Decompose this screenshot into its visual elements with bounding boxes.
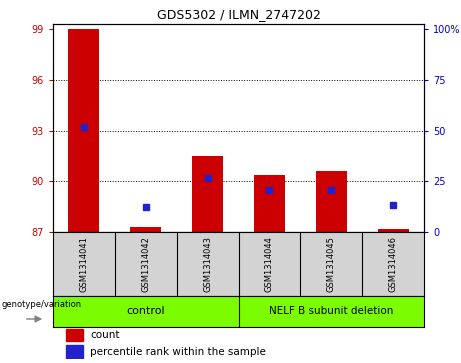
Text: GSM1314041: GSM1314041 bbox=[79, 236, 89, 292]
Text: genotype/variation: genotype/variation bbox=[1, 301, 81, 310]
Text: GSM1314045: GSM1314045 bbox=[327, 236, 336, 292]
Text: GSM1314046: GSM1314046 bbox=[389, 236, 398, 292]
Title: GDS5302 / ILMN_2747202: GDS5302 / ILMN_2747202 bbox=[157, 8, 320, 21]
Text: NELF B subunit deletion: NELF B subunit deletion bbox=[269, 306, 394, 316]
Text: count: count bbox=[90, 330, 120, 340]
Text: GSM1314042: GSM1314042 bbox=[141, 236, 150, 292]
Text: control: control bbox=[126, 306, 165, 316]
Bar bbox=[378, 229, 408, 232]
Text: GSM1314044: GSM1314044 bbox=[265, 236, 274, 292]
Bar bbox=[316, 171, 347, 232]
Text: GSM1314043: GSM1314043 bbox=[203, 236, 212, 292]
Text: percentile rank within the sample: percentile rank within the sample bbox=[90, 347, 266, 356]
Bar bbox=[66, 345, 83, 358]
Bar bbox=[192, 156, 223, 232]
Bar bbox=[66, 329, 83, 341]
Bar bbox=[69, 29, 100, 232]
Bar bbox=[130, 227, 161, 232]
Bar bbox=[254, 175, 285, 232]
